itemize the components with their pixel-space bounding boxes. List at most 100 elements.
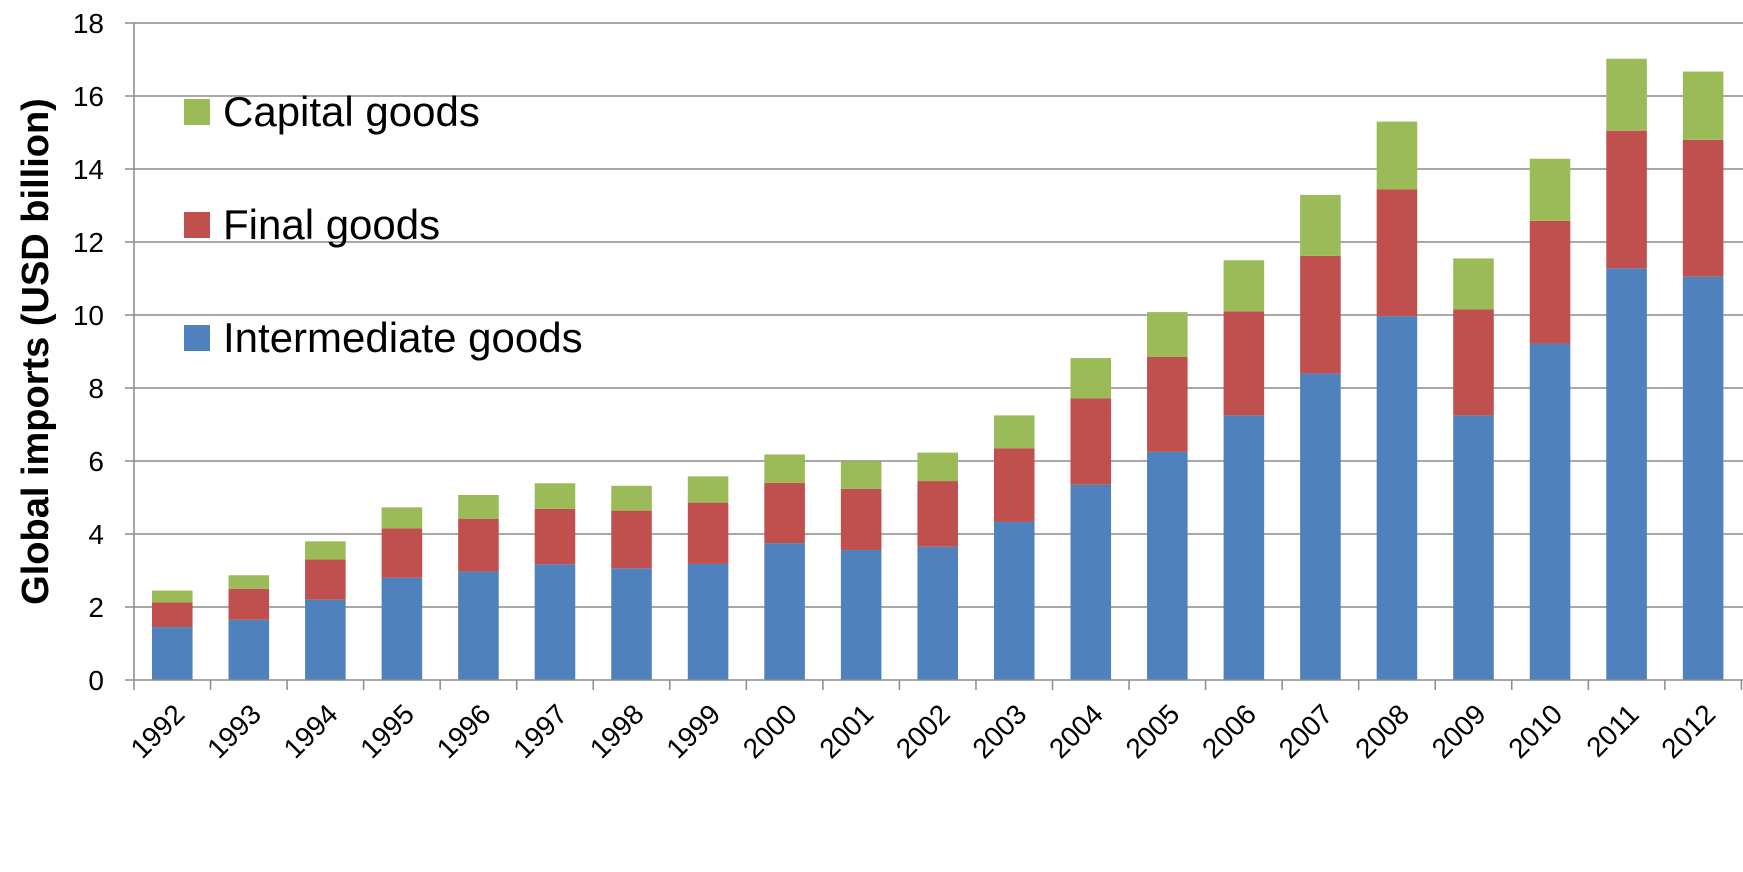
legend-label-intermediate-goods: Intermediate goods [223, 314, 583, 361]
x-tick-label: 1993 [201, 698, 267, 764]
x-tick-label: 1997 [507, 698, 573, 764]
bar-capital-goods-1994 [305, 541, 346, 560]
bar-final-goods-2005 [1147, 356, 1188, 452]
bar-capital-goods-1999 [687, 476, 729, 503]
bar-intermediate-goods-2009 [1453, 415, 1494, 680]
bar-capital-goods-2003 [993, 415, 1035, 449]
y-axis-title: Global imports (USD billion) [15, 98, 57, 605]
x-tick-label: 2012 [1655, 698, 1721, 764]
bar-final-goods-2004 [1070, 398, 1112, 485]
y-tick-label: 0 [88, 665, 104, 696]
bar-final-goods-2001 [840, 488, 882, 551]
bar-capital-goods-1996 [458, 494, 499, 519]
bar-capital-goods-1993 [228, 575, 270, 589]
bar-capital-goods-1995 [381, 507, 423, 529]
bar-intermediate-goods-2008 [1376, 316, 1418, 680]
x-tick-label: 1998 [584, 698, 650, 764]
bar-capital-goods-1997 [534, 483, 576, 509]
bar-capital-goods-2001 [840, 461, 882, 489]
bar-final-goods-2011 [1606, 130, 1647, 269]
bar-intermediate-goods-2005 [1147, 451, 1188, 680]
x-tick-label: 2001 [813, 698, 879, 764]
bar-intermediate-goods-1993 [228, 619, 270, 680]
bar-capital-goods-2011 [1606, 58, 1647, 131]
bar-final-goods-1992 [151, 602, 193, 628]
x-tick-label: 1992 [125, 698, 191, 764]
bar-capital-goods-2005 [1147, 312, 1188, 357]
x-tick-label: 2009 [1426, 698, 1492, 764]
y-tick-label: 2 [88, 592, 104, 623]
bar-intermediate-goods-2010 [1529, 343, 1571, 680]
bar-final-goods-2002 [917, 481, 958, 547]
bar-capital-goods-2007 [1300, 194, 1341, 256]
bar-intermediate-goods-2006 [1223, 415, 1265, 680]
legend-swatch-intermediate-goods [184, 325, 210, 351]
bar-capital-goods-2012 [1682, 71, 1724, 140]
bar-capital-goods-1998 [611, 485, 652, 511]
bar-capital-goods-2004 [1070, 358, 1112, 399]
y-tick-label: 14 [73, 154, 104, 185]
bar-final-goods-2009 [1453, 309, 1494, 416]
x-tick-label: 1999 [660, 698, 726, 764]
y-tick-label: 6 [88, 446, 104, 477]
bar-capital-goods-1992 [151, 590, 193, 603]
bar-final-goods-2007 [1300, 255, 1341, 374]
x-tick-label: 2005 [1120, 698, 1186, 764]
bar-final-goods-1997 [534, 508, 576, 565]
bar-final-goods-1996 [458, 518, 499, 572]
bar-final-goods-2012 [1682, 139, 1724, 277]
bar-final-goods-2003 [993, 448, 1035, 522]
x-tick-label: 2004 [1043, 698, 1109, 764]
bar-final-goods-1994 [305, 559, 346, 600]
bar-intermediate-goods-1996 [458, 571, 499, 680]
y-tick-label: 12 [73, 227, 104, 258]
legend-label-capital-goods: Capital goods [223, 88, 480, 135]
x-tick-label: 2002 [890, 698, 956, 764]
bar-intermediate-goods-2011 [1606, 268, 1647, 680]
x-tick-label: 1995 [354, 698, 420, 764]
bar-intermediate-goods-2004 [1070, 484, 1112, 680]
y-tick-label: 4 [88, 519, 104, 550]
bar-final-goods-1995 [381, 528, 423, 578]
x-tick-label: 2000 [737, 698, 803, 764]
bar-capital-goods-2000 [764, 454, 805, 483]
bar-final-goods-1993 [228, 588, 270, 620]
bar-intermediate-goods-1999 [687, 563, 729, 680]
bar-final-goods-2008 [1376, 189, 1418, 317]
bar-capital-goods-2008 [1376, 121, 1418, 190]
y-tick-label: 16 [73, 81, 104, 112]
bar-intermediate-goods-2002 [917, 546, 958, 680]
bar-intermediate-goods-1998 [611, 568, 652, 680]
bar-intermediate-goods-2000 [764, 543, 805, 680]
bar-final-goods-2006 [1223, 311, 1265, 416]
legend-swatch-capital-goods [184, 99, 210, 125]
bar-intermediate-goods-2001 [840, 550, 882, 680]
x-tick-label: 2006 [1196, 698, 1262, 764]
y-tick-label: 18 [73, 8, 104, 39]
bar-intermediate-goods-2003 [993, 521, 1035, 680]
y-tick-label: 8 [88, 373, 104, 404]
bar-capital-goods-2002 [917, 452, 958, 482]
bar-capital-goods-2010 [1529, 158, 1571, 221]
x-tick-label: 2008 [1349, 698, 1415, 764]
x-tick-label: 2011 [1580, 698, 1645, 763]
legend: Capital goods Final goods Intermediate goo… [184, 88, 583, 361]
x-tick-label: 1994 [278, 698, 344, 764]
x-tick-label: 2007 [1273, 698, 1339, 764]
bar-final-goods-2010 [1529, 220, 1571, 344]
bars [151, 58, 1724, 680]
x-tick-label: 2003 [967, 698, 1033, 764]
bar-final-goods-1999 [687, 502, 729, 564]
legend-label-final-goods: Final goods [223, 201, 440, 248]
y-tick-label: 10 [73, 300, 104, 331]
bar-intermediate-goods-1995 [381, 577, 423, 680]
bar-intermediate-goods-2007 [1300, 373, 1341, 680]
bar-intermediate-goods-2012 [1682, 276, 1724, 680]
bar-intermediate-goods-1994 [305, 599, 346, 680]
bar-final-goods-2000 [764, 482, 805, 544]
bar-final-goods-1998 [611, 510, 652, 569]
bar-capital-goods-2006 [1223, 260, 1265, 312]
x-tick-label: 2010 [1502, 698, 1568, 764]
